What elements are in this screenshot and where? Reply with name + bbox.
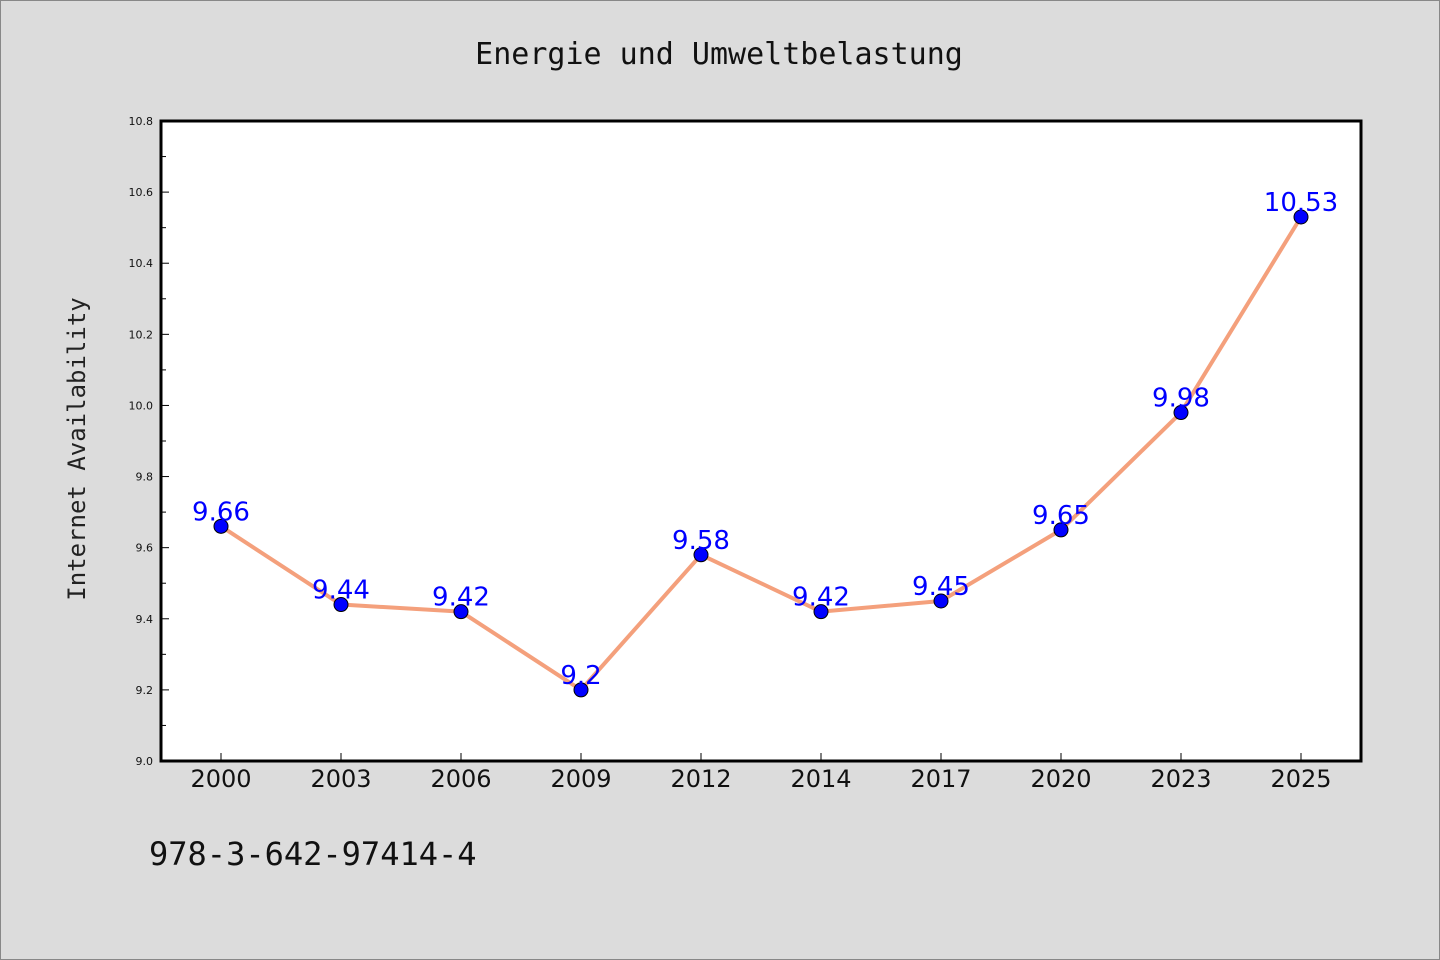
- plot-area: [159, 119, 1363, 763]
- x-tick-label: 2014: [790, 765, 851, 793]
- x-tick-label: 2003: [310, 765, 371, 793]
- data-point: [933, 593, 949, 609]
- data-point: [213, 518, 229, 534]
- data-label: 9.66: [192, 497, 250, 527]
- data-label: 9.65: [1032, 501, 1090, 531]
- chart-title: Energie und Umweltbelastung: [475, 37, 963, 72]
- data-label: 9.58: [672, 526, 730, 556]
- y-tick-label: 9.6: [136, 542, 154, 555]
- data-label: 10.53: [1264, 188, 1338, 218]
- x-tick-label: 2020: [1030, 765, 1091, 793]
- x-tick-label: 2000: [190, 765, 251, 793]
- data-label: 9.42: [792, 583, 850, 613]
- data-label: 9.42: [432, 583, 490, 613]
- y-axis-label: Internet Availability: [63, 297, 91, 600]
- y-axis-ticks: 9.0 9.2 9.4 9.6 9.8 10.0 10.2 10.4 10.6 10.8: [129, 115, 169, 768]
- y-tick-label: 10.8: [129, 115, 154, 128]
- y-tick-label: 9.0: [136, 755, 154, 768]
- y-tick-label: 10.2: [129, 328, 154, 341]
- data-point: [573, 682, 589, 698]
- y-tick-label: 10.4: [129, 257, 154, 270]
- y-tick-label: 9.8: [136, 471, 154, 484]
- data-label: 9.2: [560, 661, 601, 691]
- data-point: [1293, 209, 1309, 225]
- series-line: [219, 215, 1303, 692]
- y-tick-label: 10.0: [129, 399, 154, 412]
- data-point: [453, 604, 469, 620]
- x-tick-label: 2025: [1270, 765, 1331, 793]
- y-tick-label: 9.4: [136, 613, 154, 626]
- x-tick-label: 2009: [550, 765, 611, 793]
- x-tick-label: 2023: [1150, 765, 1211, 793]
- series-layer: 9.66 9.44 9.42 9.2 9.58 9.42 9.45 9.65 9.98 10.53: [192, 188, 1338, 698]
- x-tick-label: 2006: [430, 765, 491, 793]
- y-tick-label: 10.6: [129, 186, 154, 199]
- data-point: [1053, 522, 1069, 538]
- x-axis-ticks: 2000 2003 2006 2009 2012 2014 2017 2020 2023 2025: [190, 753, 1332, 793]
- data-point: [1173, 405, 1189, 421]
- isbn-text: 978-3-642-97414-4: [149, 835, 477, 873]
- data-point: [693, 547, 709, 563]
- data-point: [813, 604, 829, 620]
- data-label: 9.45: [912, 572, 970, 602]
- y-tick-label: 9.2: [136, 684, 154, 697]
- data-label: 9.44: [312, 576, 370, 606]
- x-tick-label: 2017: [910, 765, 971, 793]
- data-label: 9.98: [1152, 384, 1210, 414]
- x-tick-label: 2012: [670, 765, 731, 793]
- data-point: [333, 597, 349, 613]
